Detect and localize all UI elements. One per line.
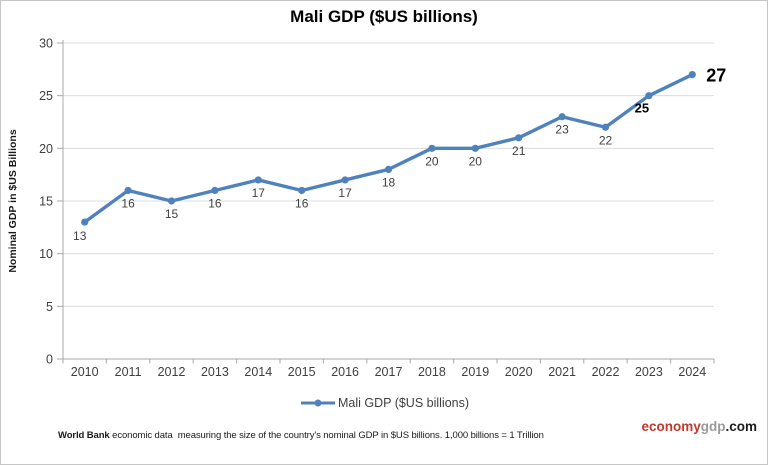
data-label-2020: 21 xyxy=(512,144,526,158)
x-tick-label: 2014 xyxy=(244,365,272,379)
data-point-2013 xyxy=(211,186,219,195)
data-label-2024: 27 xyxy=(706,66,726,86)
data-point-2018 xyxy=(428,144,436,152)
x-tick-label: 2020 xyxy=(505,365,533,379)
x-tick-label: 2024 xyxy=(678,365,706,379)
data-label-2012: 15 xyxy=(165,207,179,221)
x-tick-label: 2018 xyxy=(418,365,446,379)
data-label-2011: 16 xyxy=(121,196,135,210)
x-tick-label: 2019 xyxy=(461,365,489,379)
data-point-2022 xyxy=(601,123,610,131)
logo-gdp-text: gdp xyxy=(700,419,726,434)
y-tick-label: 15 xyxy=(39,195,53,209)
x-tick-label: 2016 xyxy=(331,365,359,379)
data-label-2014: 17 xyxy=(252,186,266,200)
data-label-2017: 18 xyxy=(382,175,396,189)
data-point-2023 xyxy=(645,92,653,100)
y-tick-label: 0 xyxy=(46,353,53,367)
legend-line-marker-icon xyxy=(300,399,335,407)
data-label-2022: 22 xyxy=(599,133,613,147)
data-point-2015 xyxy=(298,186,306,195)
data-label-2013: 16 xyxy=(208,196,222,210)
data-label-2015: 16 xyxy=(295,196,309,210)
data-point-2014 xyxy=(254,176,262,184)
x-tick-label: 2010 xyxy=(71,365,99,379)
source-name: World Bank xyxy=(58,430,110,441)
data-label-2016: 17 xyxy=(338,186,352,200)
data-label-2019: 20 xyxy=(469,154,483,168)
x-tick-label: 2017 xyxy=(375,365,403,379)
x-tick-label: 2011 xyxy=(115,365,142,379)
logo-com-text: .com xyxy=(725,419,757,434)
data-point-2017 xyxy=(384,165,393,173)
legend-label: Mali GDP ($US billions) xyxy=(337,396,470,410)
data-point-2021 xyxy=(558,113,566,121)
data-point-2016 xyxy=(341,176,349,184)
data-label-2018: 20 xyxy=(425,154,439,168)
data-point-2010 xyxy=(81,218,89,226)
y-axis-title: Nominal GDP in $US Billions xyxy=(7,129,19,272)
x-tick-label: 2021 xyxy=(548,365,576,379)
x-tick-label: 2012 xyxy=(158,365,186,379)
y-tick-label: 5 xyxy=(46,300,53,314)
data-label-2023: 25 xyxy=(635,101,649,116)
data-label-2010: 13 xyxy=(73,229,87,243)
chart-legend: Mali GDP ($US billions) xyxy=(1,396,767,410)
y-tick-label: 25 xyxy=(39,89,53,103)
logo-economy-text: economy xyxy=(641,419,701,434)
y-tick-label: 30 xyxy=(39,37,53,51)
x-tick-label: 2023 xyxy=(635,365,663,379)
source-note: World Bank economic data measuring the s… xyxy=(58,430,618,441)
data-point-2020 xyxy=(515,134,523,142)
economygdp-logo: economygdp.com xyxy=(641,419,757,434)
data-point-2011 xyxy=(124,186,132,195)
data-point-2024 xyxy=(688,71,696,79)
y-tick-label: 10 xyxy=(39,247,53,261)
data-label-2021: 23 xyxy=(555,123,569,137)
chart-title: Mali GDP ($US billions) xyxy=(290,7,478,26)
y-tick-label: 20 xyxy=(39,142,53,156)
source-description: economic data measuring the size of the … xyxy=(109,430,544,441)
x-tick-label: 2015 xyxy=(288,365,316,379)
x-tick-label: 2013 xyxy=(201,365,229,379)
data-point-2019 xyxy=(471,144,479,152)
data-point-2012 xyxy=(167,197,176,205)
x-tick-label: 2022 xyxy=(592,365,620,379)
